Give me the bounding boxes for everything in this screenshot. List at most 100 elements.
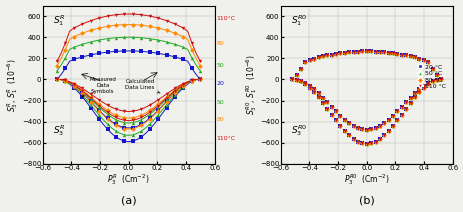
Point	[163, 96, 170, 100]
Point	[154, 113, 162, 117]
Point	[358, 141, 365, 145]
Point	[406, 101, 413, 105]
Point	[306, 58, 313, 61]
Point	[371, 140, 378, 143]
Point	[292, 78, 300, 81]
Point	[375, 137, 383, 141]
Point	[53, 64, 61, 67]
Point	[340, 129, 348, 133]
Point	[314, 56, 322, 59]
Point	[78, 43, 86, 46]
Point	[62, 79, 69, 82]
Point	[137, 116, 144, 119]
Point	[288, 78, 295, 81]
Point	[349, 124, 357, 128]
Point	[375, 124, 383, 128]
Point	[314, 96, 322, 99]
Point	[112, 113, 119, 117]
Point	[62, 56, 69, 60]
Point	[120, 23, 128, 26]
Point	[87, 53, 94, 57]
Point	[53, 78, 61, 81]
Point	[393, 52, 400, 56]
Point	[354, 140, 361, 143]
Point	[323, 100, 330, 104]
Point	[297, 80, 304, 83]
Point	[154, 38, 162, 42]
Point	[154, 102, 162, 106]
Point	[95, 113, 103, 117]
Point	[87, 100, 94, 104]
Point	[424, 82, 431, 86]
Point	[310, 57, 317, 60]
Point	[349, 137, 357, 141]
Point	[179, 83, 187, 86]
Point	[367, 50, 374, 53]
Point	[288, 78, 295, 81]
Point	[415, 88, 422, 91]
Point	[292, 78, 300, 81]
Point	[288, 78, 295, 81]
Point	[384, 129, 392, 133]
Point	[146, 14, 153, 18]
Point	[432, 73, 440, 76]
Point	[319, 96, 326, 99]
Point	[327, 53, 335, 56]
Point	[87, 98, 94, 101]
Point	[179, 85, 187, 88]
Point	[179, 58, 187, 61]
Point	[415, 91, 422, 94]
Point	[301, 82, 308, 86]
Point	[314, 96, 322, 99]
Point	[297, 79, 304, 82]
Point	[310, 91, 317, 94]
Point	[375, 124, 383, 128]
Point	[171, 91, 178, 95]
Point	[120, 36, 128, 39]
Point	[437, 78, 444, 81]
Point	[332, 52, 339, 56]
Point	[393, 119, 400, 122]
Point	[297, 79, 304, 82]
Point	[288, 78, 295, 81]
Text: (a): (a)	[120, 195, 136, 205]
Text: Measured
Data
Symbols: Measured Data Symbols	[81, 77, 116, 97]
Point	[371, 126, 378, 130]
Point	[367, 127, 374, 131]
Point	[62, 48, 69, 51]
Point	[402, 107, 409, 110]
Point	[323, 100, 330, 104]
Point	[428, 79, 435, 82]
Point	[371, 126, 378, 130]
Point	[380, 134, 387, 137]
Point	[428, 80, 435, 83]
Point	[419, 58, 426, 61]
Point	[53, 60, 61, 63]
Point	[380, 121, 387, 125]
Point	[95, 106, 103, 109]
Point	[415, 91, 422, 94]
Point	[171, 93, 178, 97]
Point	[424, 60, 431, 63]
Point	[358, 50, 365, 53]
Point	[154, 16, 162, 20]
Point	[340, 129, 348, 133]
Point	[336, 52, 344, 55]
Point	[120, 133, 128, 137]
Point	[397, 53, 405, 56]
Point	[327, 105, 335, 109]
Point	[78, 88, 86, 92]
Point	[419, 84, 426, 88]
Point	[410, 96, 418, 99]
Point	[78, 32, 86, 35]
Point	[196, 78, 204, 81]
Point	[327, 113, 335, 116]
Point	[163, 100, 170, 104]
Text: $S_1^R$: $S_1^R$	[53, 14, 65, 28]
Point	[388, 124, 396, 128]
Point	[104, 117, 111, 120]
Point	[319, 101, 326, 105]
Point	[129, 116, 136, 119]
Point	[104, 123, 111, 126]
Point	[340, 51, 348, 54]
